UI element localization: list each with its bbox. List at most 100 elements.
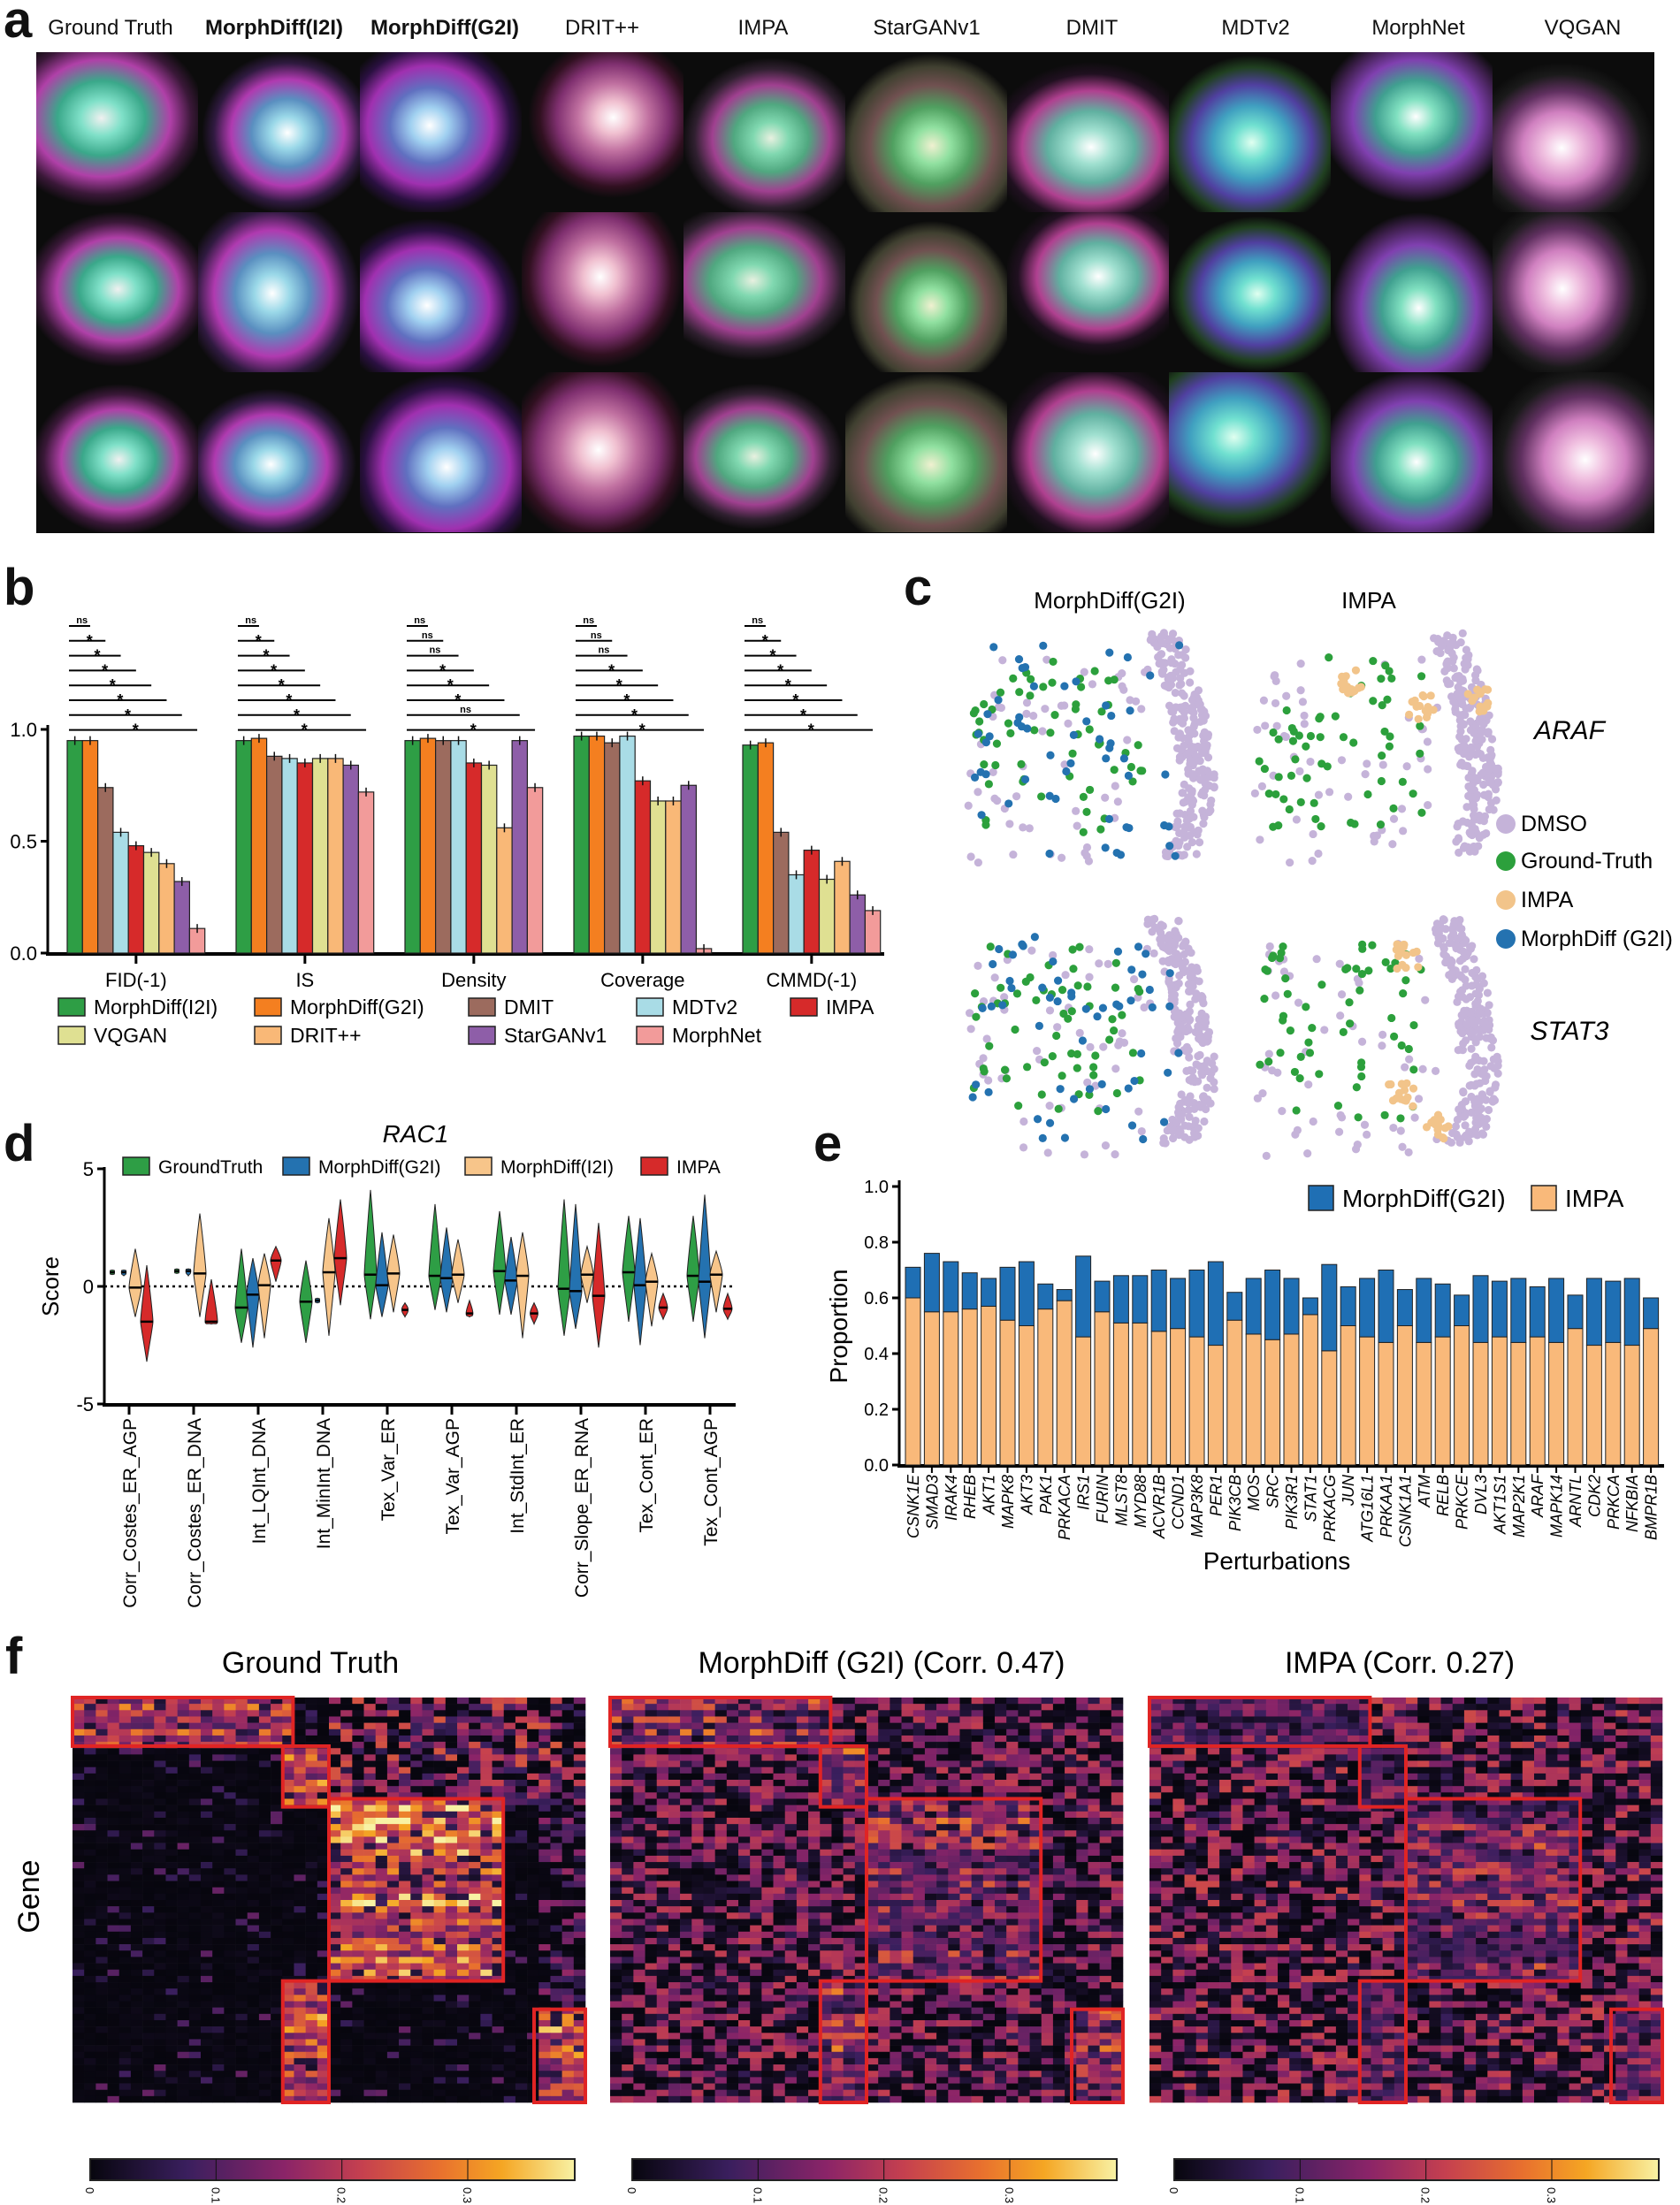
heatmap-cell: [177, 1874, 190, 1881]
heatmap-cell: [422, 1931, 434, 1939]
heatmap-cell: [410, 1950, 423, 1957]
violin: [322, 1217, 336, 1336]
scatter-point: [1206, 800, 1215, 809]
scatter-point: [1197, 992, 1206, 1001]
heatmap-cell: [469, 2026, 481, 2033]
heatmap-cell: [130, 1855, 143, 1863]
heatmap-cell: [224, 1887, 236, 1895]
scatter-point: [1431, 1066, 1440, 1075]
heatmap-cell: [84, 1722, 96, 1730]
scatter-point: [1125, 823, 1134, 833]
heatmap-cell: [154, 1874, 166, 1881]
heatmap-cell: [154, 1849, 166, 1857]
heatmap-cell: [177, 2071, 190, 2078]
heatmap-cell: [305, 2083, 318, 2090]
heatmap-cell: [294, 1824, 306, 1831]
heatmap-cell: [107, 1773, 120, 1781]
heatmap-cell: [212, 2013, 225, 2021]
heatmap-cell: [386, 1982, 400, 1989]
heatmap-cell: [422, 1748, 434, 1755]
scatter-point: [1467, 1108, 1476, 1117]
heatmap-cell: [386, 1843, 400, 1850]
heatmap-cell: [386, 1906, 400, 1913]
heatmap-cell: [515, 1742, 528, 1749]
bar-segment-morphdiff: [1132, 1275, 1149, 1324]
heatmap-cell: [561, 1830, 575, 1837]
heatmap-cell: [492, 1766, 505, 1774]
heatmap-cell: [107, 1824, 120, 1831]
significance-label: *: [263, 647, 269, 665]
category-label: STAT1: [1302, 1475, 1319, 1522]
scatter-point: [1165, 1002, 1174, 1011]
heatmap-cell: [410, 1786, 423, 1793]
heatmap-cell: [154, 1950, 166, 1957]
heatmap-cell: [469, 1874, 481, 1881]
heatmap-cell: [188, 1735, 202, 1743]
heatmap-cell: [399, 1906, 411, 1913]
bar-segment-impa: [923, 1311, 940, 1466]
heatmap-cell: [340, 1748, 353, 1755]
heatmap-cell: [165, 2071, 178, 2078]
category-label: PIK3CB: [1226, 1475, 1244, 1531]
heatmap-cell: [375, 2013, 388, 2021]
heatmap-cell: [527, 1754, 539, 1761]
scatter-point: [1193, 966, 1202, 975]
scatter-point: [1464, 782, 1473, 791]
heatmap-cell: [84, 2083, 96, 2090]
heatmap-cell: [84, 1881, 96, 1888]
heatmap-cell: [363, 1830, 377, 1837]
scatter-point: [1292, 1106, 1301, 1115]
scatter-point: [1138, 970, 1147, 979]
heatmap-cell: [73, 1862, 85, 1869]
bar-segment-morphdiff: [1302, 1297, 1318, 1316]
heatmap-cell: [177, 1887, 190, 1895]
heatmap-cell: [561, 1760, 575, 1768]
scatter-point: [1378, 700, 1386, 710]
heatmap-cell: [247, 2077, 260, 2084]
heatmap-cell: [188, 1792, 202, 1799]
scatter-point: [983, 710, 992, 719]
bar: [496, 827, 513, 954]
heatmap-cell: [154, 1824, 166, 1831]
scatter-point: [1153, 642, 1162, 652]
heatmap-cell: [422, 1944, 434, 1951]
heatmap-cell: [561, 2001, 575, 2008]
heatmap-cell: [188, 2077, 202, 2084]
heatmap-cell: [188, 2051, 202, 2059]
heatmap-cell: [352, 2033, 364, 2040]
scatter-point: [1409, 1102, 1417, 1110]
heatmap-cell: [329, 2045, 341, 2053]
scatter-point: [1296, 797, 1305, 806]
heatmap-cell: [142, 1780, 155, 1787]
scatter-point: [1102, 1104, 1111, 1114]
heatmap-cell: [340, 2026, 353, 2033]
y-tick-label: 0.4: [864, 1345, 889, 1364]
heatmap-cell: [188, 1811, 202, 1819]
heatmap-cell: [410, 1849, 423, 1857]
heatmap-cell: [235, 1780, 248, 1787]
heatmap-cell: [340, 1754, 353, 1761]
heatmap-cell: [294, 2051, 306, 2059]
scatter-point: [1317, 821, 1325, 831]
heatmap-cell: [201, 1728, 213, 1736]
violin: [439, 1227, 454, 1313]
heatmap-cell: [247, 2057, 260, 2065]
y-tick-label: 0.6: [864, 1289, 889, 1309]
cell-image: [1493, 212, 1654, 372]
heatmap-cell: [386, 2019, 400, 2027]
category-label: JUN: [1340, 1474, 1357, 1507]
scatter-point: [1075, 1028, 1084, 1037]
heatmap-cell: [142, 1811, 155, 1819]
scatter-point: [1022, 709, 1031, 718]
heatmap-cell: [130, 1950, 143, 1957]
heatmap-cell: [73, 2051, 85, 2059]
heatmap-cell: [480, 1995, 493, 2002]
heatmap-cell: [550, 1919, 562, 1926]
heatmap-cell: [95, 1748, 108, 1755]
heatmap-cell: [352, 1862, 364, 1869]
heatmap-cell: [95, 1937, 108, 1945]
heatmap-cell: [130, 1754, 143, 1761]
heatmap-cell: [294, 2026, 306, 2033]
heatmap-cell: [550, 1862, 562, 1869]
